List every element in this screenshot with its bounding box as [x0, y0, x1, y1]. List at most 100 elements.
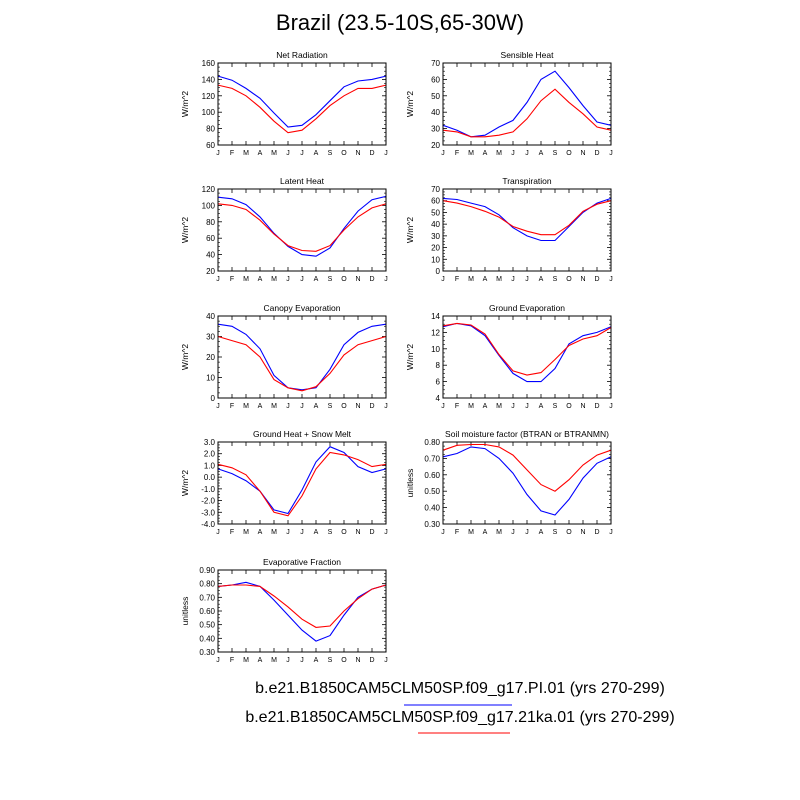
y-tick-label: 0.90	[199, 566, 215, 575]
y-tick-label: 4	[436, 394, 441, 403]
y-axis-label: unitless	[405, 469, 415, 498]
x-tick-label: J	[300, 657, 304, 664]
panel-9: Evaporative Fraction unitless 0.30 0.40 0.50…	[180, 557, 388, 664]
plot-frame	[217, 315, 387, 399]
x-tick-label: F	[455, 150, 459, 157]
y-tick-label: -4.0	[201, 520, 215, 529]
x-tick-label: J	[609, 529, 613, 536]
panel-2: Sensible Heat W/m^2 20 30 40 50 60 70 J F M A M J J A S O…	[405, 50, 613, 157]
series-line-21ka	[217, 451, 387, 517]
x-tick-label: A	[258, 276, 263, 283]
x-tick-label: A	[314, 403, 319, 410]
panel-1: Net Radiation W/m^2 60 80 100 120 140 160 J F M A M J…	[180, 50, 388, 157]
plot-frame	[442, 62, 612, 146]
y-tick-label: 0.50	[424, 487, 440, 496]
y-tick-label: 70	[431, 185, 440, 194]
x-tick-label: J	[441, 403, 445, 410]
x-tick-label: J	[286, 276, 290, 283]
x-tick-label: J	[441, 529, 445, 536]
x-tick-label: M	[496, 276, 502, 283]
x-tick-label: M	[468, 529, 474, 536]
x-tick-label: O	[566, 529, 572, 536]
x-tick-label: S	[328, 150, 333, 157]
series-line-21ka	[217, 203, 387, 252]
x-tick-label: A	[314, 529, 319, 536]
plot-frame	[217, 188, 387, 272]
y-tick-label: 0.30	[424, 520, 440, 529]
x-tick-label: O	[566, 403, 572, 410]
y-tick-label: 160	[202, 59, 216, 68]
x-tick-label: J	[441, 276, 445, 283]
series-line-pi	[442, 446, 612, 516]
panel-3: Latent Heat W/m^2 20 40 60 80 100 120 J F M A M J J A S O…	[180, 176, 388, 283]
x-tick-label: F	[230, 657, 234, 664]
y-tick-label: 70	[431, 59, 440, 68]
x-tick-label: J	[216, 657, 220, 664]
y-tick-label: 0.70	[424, 454, 440, 463]
x-tick-label: N	[580, 529, 585, 536]
x-tick-label: A	[258, 150, 263, 157]
series-line-pi	[217, 195, 387, 257]
y-tick-label: 20	[431, 244, 440, 253]
x-tick-label: J	[216, 150, 220, 157]
y-tick-label: 0.60	[424, 471, 440, 480]
y-tick-label: 0	[436, 267, 441, 276]
x-tick-label: J	[216, 529, 220, 536]
x-tick-label: N	[355, 276, 360, 283]
x-tick-label: M	[271, 276, 277, 283]
y-tick-label: 1.0	[204, 461, 216, 470]
y-tick-label: 60	[431, 75, 440, 84]
y-tick-label: 6	[436, 378, 441, 387]
x-tick-label: M	[496, 150, 502, 157]
x-tick-label: S	[328, 529, 333, 536]
x-tick-label: A	[258, 529, 263, 536]
x-tick-label: J	[441, 150, 445, 157]
x-tick-label: J	[525, 529, 529, 536]
x-tick-label: M	[496, 529, 502, 536]
series-line-pi	[217, 323, 387, 391]
panel-title: Sensible Heat	[501, 50, 555, 60]
x-tick-label: J	[511, 276, 515, 283]
panel-title: Transpiration	[502, 176, 552, 186]
x-tick-label: D	[369, 150, 374, 157]
x-tick-label: O	[341, 657, 347, 664]
x-tick-label: D	[369, 276, 374, 283]
x-tick-label: J	[384, 150, 388, 157]
y-tick-label: 100	[202, 201, 216, 210]
x-tick-label: J	[511, 403, 515, 410]
x-tick-label: J	[286, 150, 290, 157]
x-tick-label: A	[258, 657, 263, 664]
y-tick-label: -1.0	[201, 485, 215, 494]
panel-title: Evaporative Fraction	[263, 557, 341, 567]
y-tick-label: 30	[206, 333, 215, 342]
x-tick-label: M	[468, 276, 474, 283]
x-tick-label: M	[468, 150, 474, 157]
y-axis-label: unitless	[180, 597, 190, 626]
x-tick-label: A	[539, 529, 544, 536]
y-tick-label: 20	[206, 267, 215, 276]
y-tick-label: 30	[431, 125, 440, 134]
plot-frame	[442, 441, 612, 525]
x-tick-label: J	[300, 276, 304, 283]
x-tick-label: J	[384, 657, 388, 664]
y-tick-label: 30	[431, 232, 440, 241]
x-tick-label: F	[230, 403, 234, 410]
figure-title: Brazil (23.5-10S,65-30W)	[275, 10, 525, 35]
y-tick-label: 3.0	[204, 438, 216, 447]
x-tick-label: D	[369, 529, 374, 536]
y-tick-label: 0.70	[199, 593, 215, 602]
y-axis-label: W/m^2	[405, 217, 415, 243]
panel-title: Ground Evaporation	[489, 303, 565, 313]
y-tick-label: 100	[202, 108, 216, 117]
x-tick-label: J	[384, 403, 388, 410]
series-line-21ka	[442, 200, 612, 236]
x-tick-label: M	[243, 657, 249, 664]
y-tick-label: 0.80	[424, 438, 440, 447]
y-tick-label: 12	[431, 328, 440, 337]
x-tick-label: J	[286, 657, 290, 664]
x-tick-label: D	[369, 403, 374, 410]
y-tick-label: -3.0	[201, 508, 215, 517]
panel-title: Soil moisture factor (BTRAN or BTRANMN)	[445, 429, 609, 439]
series-line-pi	[217, 581, 387, 642]
